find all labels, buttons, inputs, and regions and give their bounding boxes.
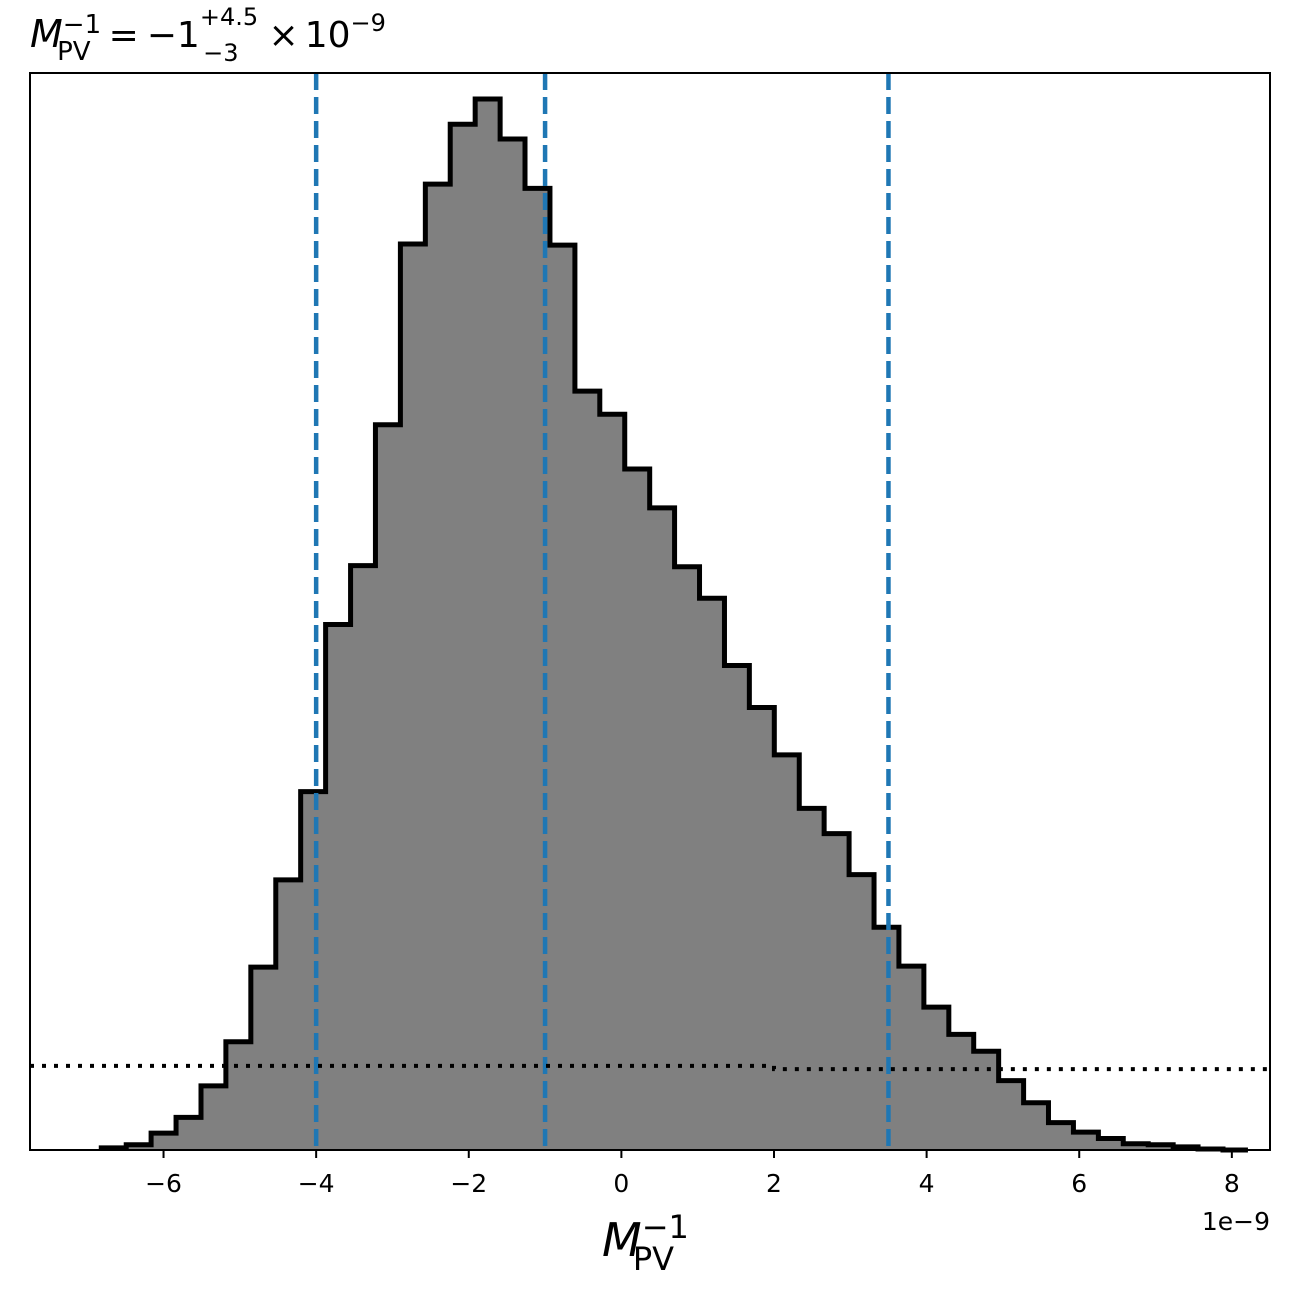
x-offset-text: 1e−9	[1202, 1207, 1270, 1236]
x-tick-label: 4	[919, 1169, 935, 1198]
histogram-bar	[973, 1051, 1000, 1150]
histogram-bar	[898, 966, 925, 1150]
x-tick-label: 0	[613, 1169, 629, 1198]
histogram-bar	[350, 565, 376, 1150]
histogram-bar	[300, 791, 327, 1150]
histogram-bar	[450, 124, 476, 1150]
histogram-bar	[649, 507, 676, 1150]
histogram-bar	[176, 1117, 202, 1150]
histogram-bar	[201, 1085, 227, 1150]
histogram-bar	[574, 391, 601, 1151]
histogram-bar	[325, 624, 352, 1150]
histogram-bar	[699, 598, 725, 1150]
histogram-bar	[400, 244, 426, 1151]
histogram-bar	[674, 566, 701, 1150]
histogram-bar	[599, 414, 626, 1150]
histogram-bar	[799, 808, 825, 1150]
histogram-bar	[549, 245, 576, 1151]
histogram-bar	[126, 1144, 152, 1150]
histogram-bar	[923, 1007, 950, 1150]
histogram-bars	[101, 99, 1224, 1151]
histogram-bar	[749, 707, 775, 1150]
histogram-bar	[824, 833, 850, 1150]
histogram-bar	[425, 184, 451, 1151]
histogram-bar	[774, 754, 800, 1150]
interval-lines	[313, 73, 891, 1150]
histogram-bar	[275, 879, 302, 1150]
histogram-bar	[1048, 1122, 1074, 1150]
chart-title: M−1 PV = −1+4.5 −3 × 10−9	[30, 3, 386, 67]
x-tick-label: −2	[450, 1169, 487, 1198]
histogram-bar	[948, 1034, 975, 1150]
histogram-bar	[1123, 1143, 1149, 1150]
x-axis: −6 −4 −2 0 2 4 6 8	[145, 1150, 1240, 1198]
x-tick-label: 8	[1224, 1169, 1240, 1198]
histogram-bar	[1098, 1138, 1124, 1150]
x-axis-label: M−1 PV	[602, 1208, 689, 1278]
prior-line	[30, 1063, 1270, 1072]
histogram-bar	[225, 1041, 252, 1150]
x-tick-label: −6	[145, 1169, 182, 1198]
histogram-bar	[151, 1133, 177, 1150]
histogram-bar	[375, 424, 401, 1150]
histogram-outline	[98, 96, 1248, 1153]
x-tick-label: 6	[1071, 1169, 1087, 1198]
histogram-bar	[1023, 1102, 1049, 1150]
x-tick-label: −4	[298, 1169, 335, 1198]
x-tick-label: 2	[766, 1169, 782, 1198]
plot-frame	[29, 72, 1271, 1151]
histogram-bar	[525, 188, 551, 1150]
histogram-bar	[624, 468, 651, 1150]
histogram-bar	[849, 874, 875, 1150]
histogram-bar	[475, 99, 501, 1150]
histogram-bar	[250, 967, 277, 1150]
histogram-bar	[1073, 1132, 1099, 1150]
histogram-bar	[724, 665, 750, 1150]
histogram-bar	[1148, 1144, 1174, 1150]
histogram-bar	[998, 1080, 1025, 1150]
histogram-bar	[500, 138, 526, 1151]
